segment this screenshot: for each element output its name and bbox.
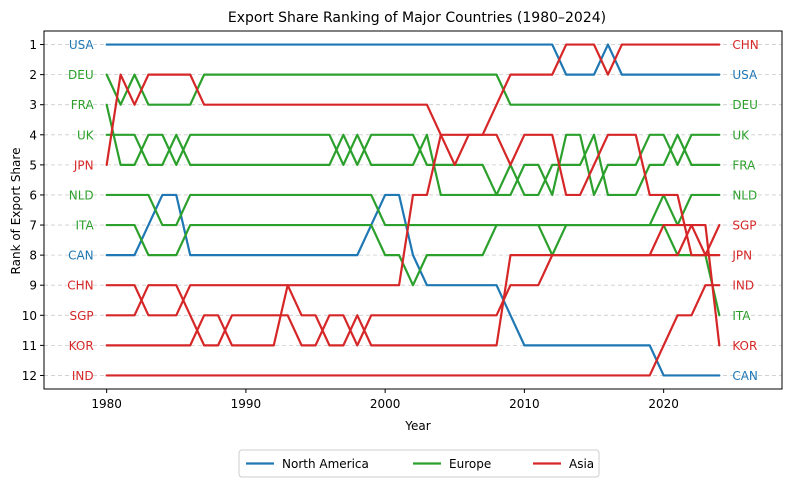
start-label-jpn: JPN [73,158,94,172]
series-line-ita [105,223,721,317]
series-line-fra [105,103,721,197]
series-line-jpn [105,73,721,257]
y-tick-label: 10 [22,309,37,323]
y-tick-label: 11 [22,339,37,353]
end-label-ita: ITA [732,309,751,323]
x-tick-label: 2000 [370,397,401,411]
legend-label: North America [282,457,369,471]
legend: North America Europe Asia [238,449,600,478]
series-line-chn [105,43,721,317]
y-tick-label: 9 [29,279,37,293]
y-tick-label: 12 [22,369,37,383]
start-label-ind: IND [72,369,94,383]
start-label-uk: UK [77,128,95,142]
y-tick-label: 2 [29,68,37,82]
x-tick-label: 2020 [648,397,679,411]
chart-title: Export Share Ranking of Major Countries … [228,10,606,26]
y-tick-label: 3 [29,98,37,112]
legend-label: Asia [569,457,594,471]
series-line-usa [105,43,721,76]
x-axis-label: Year [404,419,430,433]
start-label-sgp: SGP [70,309,94,323]
start-label-ita: ITA [76,219,95,233]
y-tick-label: 7 [29,219,37,233]
y-tick-label: 1 [29,38,37,52]
start-label-chn: CHN [67,279,93,293]
end-label-usa: USA [732,68,758,82]
end-label-chn: CHN [732,38,758,52]
end-labels: USA DEU FRA UK JPN NLD ITA CAN CHN SGP KOR IND CHN US… [67,38,758,383]
end-label-jpn: JPN [731,249,752,263]
y-tick-label: 4 [29,128,37,142]
end-label-fra: FRA [732,158,756,172]
end-label-can: CAN [732,369,758,383]
series-line-can [105,193,721,377]
legend-label: Europe [449,457,491,471]
series-lines [105,43,721,377]
x-tick-label: 2010 [509,397,540,411]
end-label-uk: UK [732,128,750,142]
end-label-ind: IND [732,279,754,293]
end-label-kor: KOR [732,339,757,353]
end-label-sgp: SGP [732,219,756,233]
series-line-uk [105,133,721,197]
series-line-ind [105,284,721,377]
series-line-deu [105,73,721,106]
y-tick-label: 6 [29,188,37,202]
end-label-nld: NLD [732,188,757,202]
plot-frame [43,30,783,390]
start-label-deu: DEU [68,68,94,82]
start-label-fra: FRA [71,98,95,112]
end-label-deu: DEU [732,98,758,112]
start-label-usa: USA [69,38,95,52]
start-label-can: CAN [68,249,94,263]
series-line-kor [105,223,721,347]
x-tick-label: 1990 [231,397,262,411]
start-label-nld: NLD [69,188,94,202]
y-tick-label: 5 [29,158,37,172]
start-label-kor: KOR [69,339,94,353]
x-tick-label: 1980 [91,397,122,411]
y-axis-label: Rank of Export Share [9,148,23,275]
y-tick-label: 8 [29,249,37,263]
